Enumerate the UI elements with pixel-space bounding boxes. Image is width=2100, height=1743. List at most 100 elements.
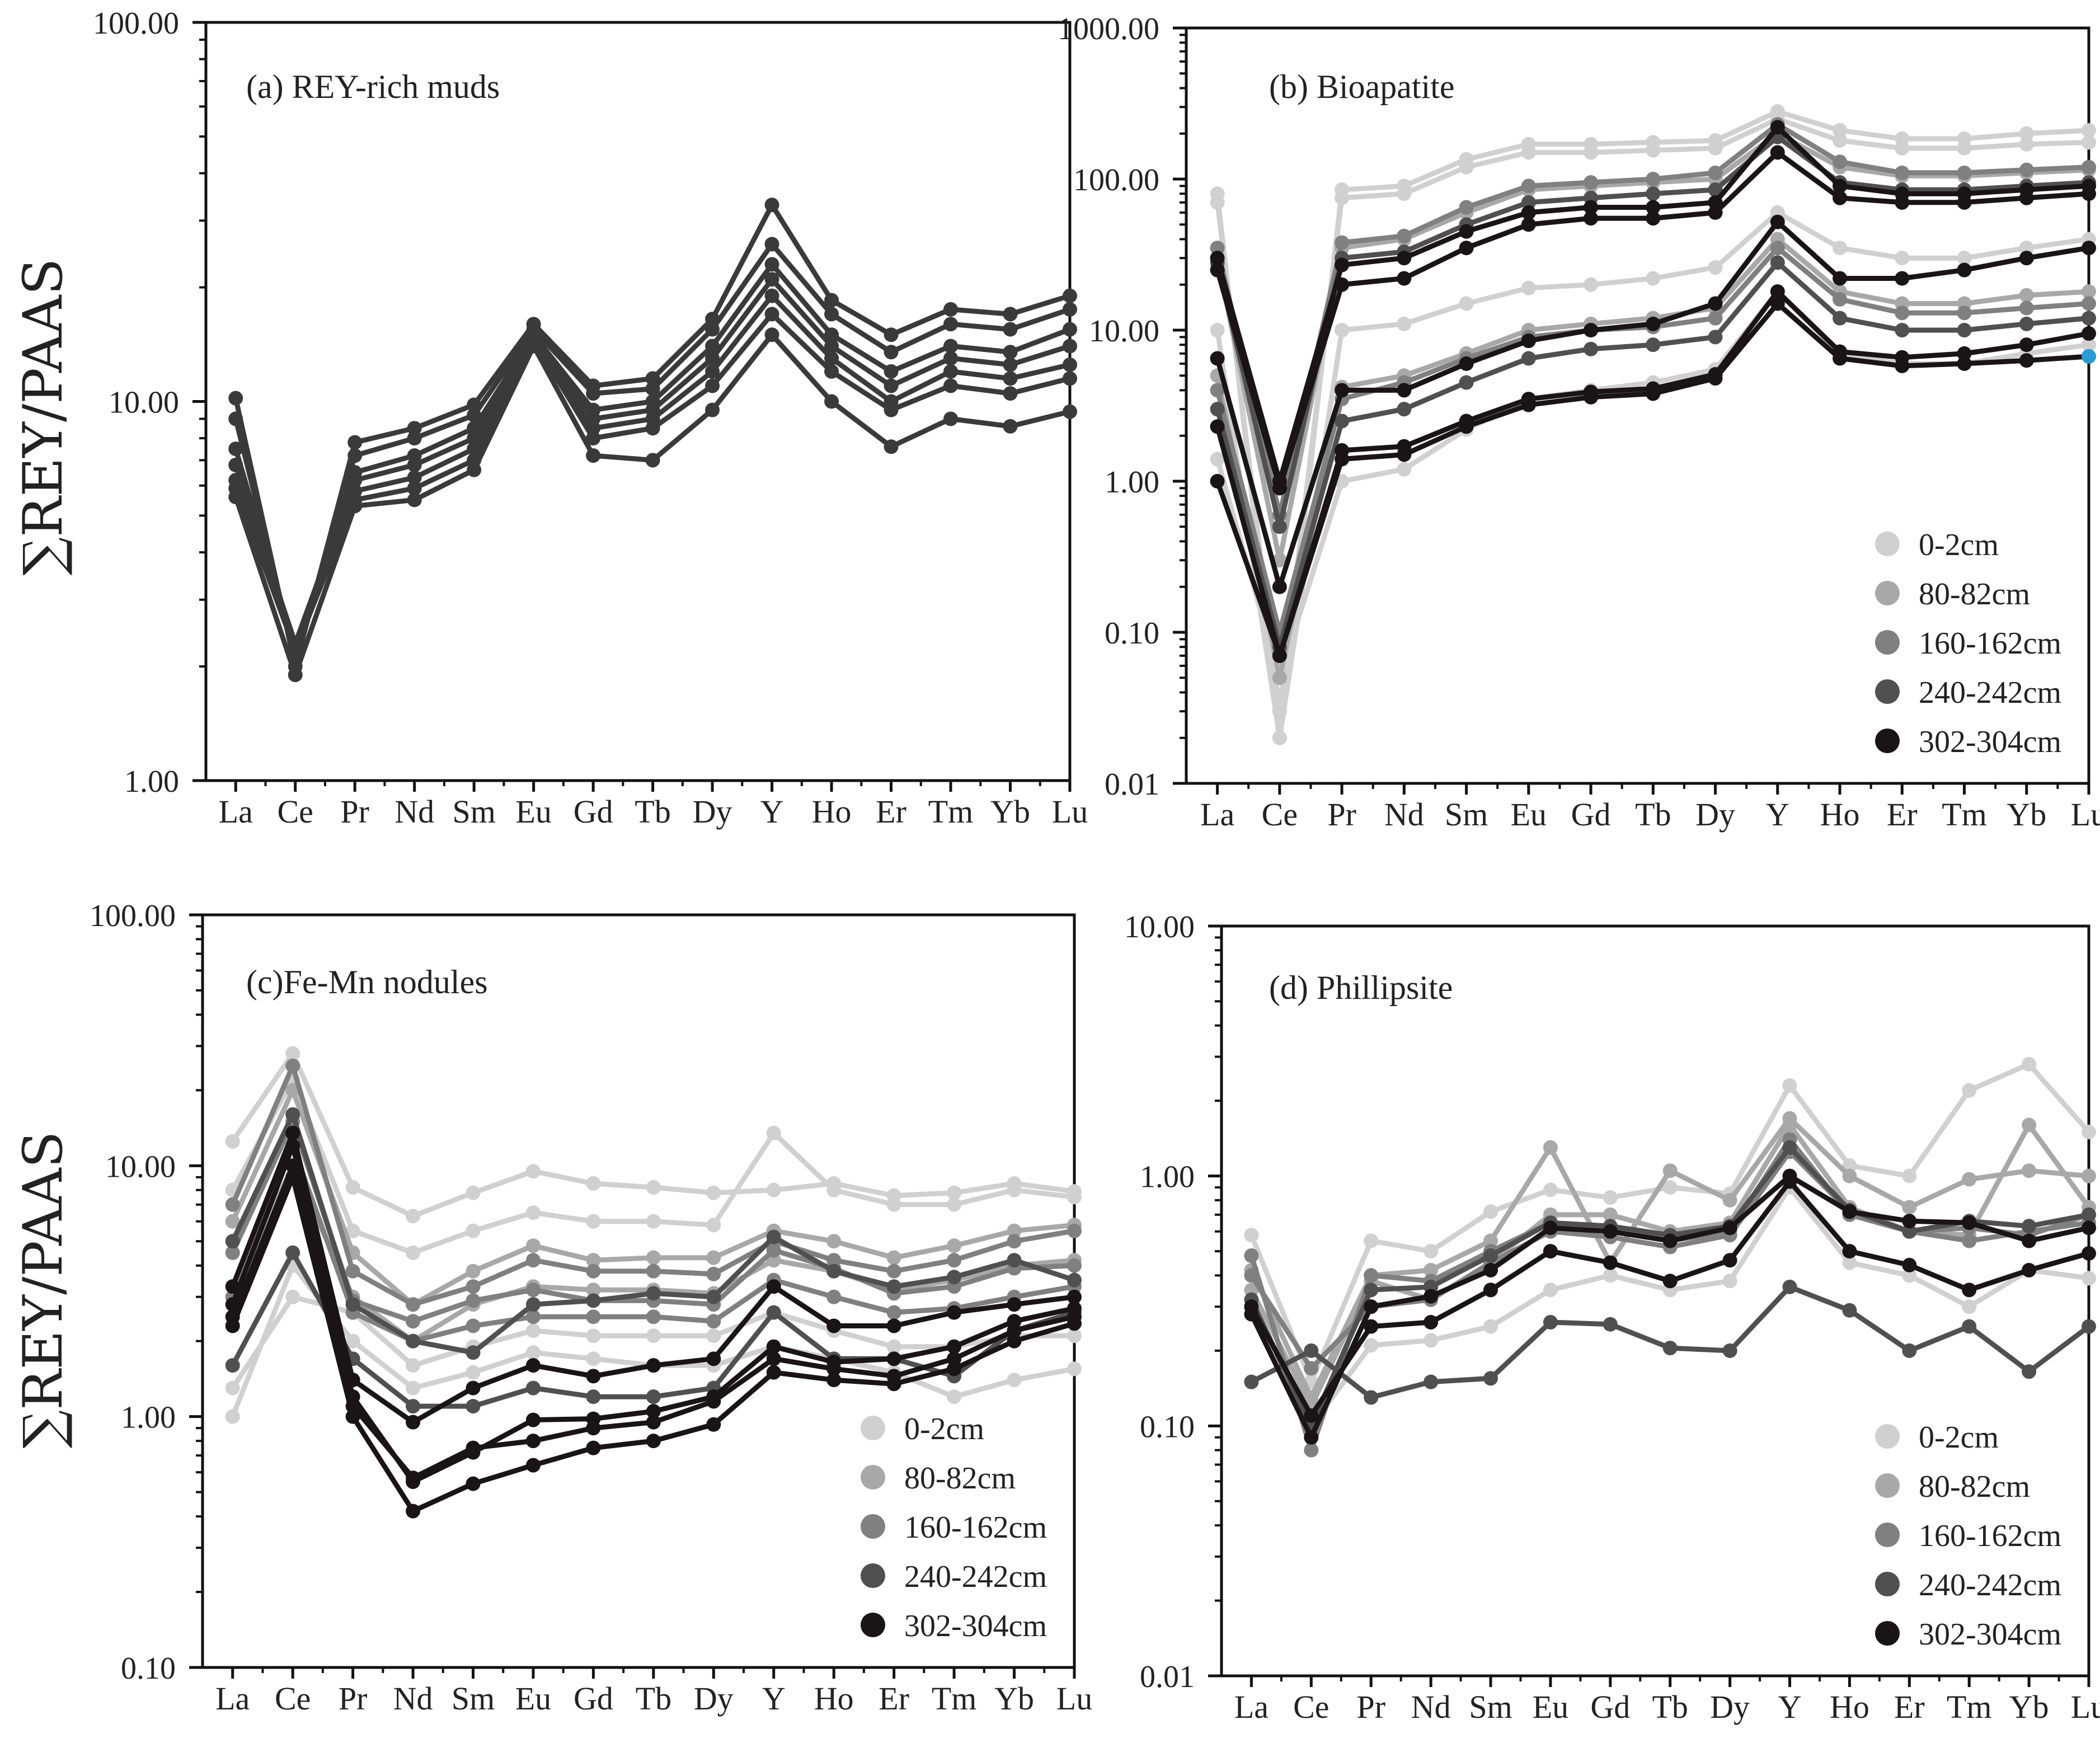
data-point bbox=[764, 198, 779, 213]
y-tick-label: 10.00 bbox=[1124, 910, 1195, 945]
data-point bbox=[466, 1223, 481, 1238]
data-point bbox=[947, 1185, 962, 1200]
series-line bbox=[1249, 1179, 2090, 1418]
data-point bbox=[1063, 302, 1077, 317]
data-point bbox=[1902, 1214, 1917, 1229]
legend-marker bbox=[861, 1416, 885, 1440]
panel-title: (d) Phillipsite bbox=[1269, 969, 1453, 1006]
data-point bbox=[1842, 1255, 1857, 1270]
data-point bbox=[1521, 397, 1536, 412]
data-point bbox=[1895, 165, 1910, 180]
data-point bbox=[225, 1409, 240, 1424]
data-point bbox=[1364, 1299, 1379, 1314]
data-point bbox=[2019, 126, 2034, 141]
series-6 bbox=[228, 307, 1077, 659]
data-point bbox=[1782, 1078, 1797, 1093]
data-point bbox=[1895, 251, 1910, 266]
data-point bbox=[466, 1399, 481, 1414]
legend-label: 0-2cm bbox=[904, 1412, 984, 1446]
data-point bbox=[525, 1323, 541, 1338]
data-point bbox=[1833, 190, 1848, 205]
data-point bbox=[1543, 1314, 1558, 1329]
data-point bbox=[1708, 140, 1723, 156]
data-point bbox=[705, 364, 720, 379]
x-tick-label-ce: Ce bbox=[1262, 796, 1298, 833]
data-point bbox=[228, 441, 243, 457]
data-point bbox=[1543, 1244, 1558, 1259]
data-point bbox=[225, 1380, 240, 1396]
data-point bbox=[1543, 1140, 1558, 1155]
plot-frame bbox=[1220, 924, 2090, 1678]
data-point bbox=[1067, 1289, 1082, 1304]
data-point bbox=[288, 668, 303, 683]
data-point bbox=[1364, 1390, 1379, 1405]
data-point bbox=[646, 1404, 661, 1419]
data-point bbox=[1459, 419, 1474, 434]
data-point bbox=[1770, 241, 1785, 256]
data-point bbox=[766, 1351, 781, 1366]
data-point bbox=[1397, 383, 1412, 398]
data-point bbox=[525, 1345, 541, 1360]
legend-marker bbox=[861, 1613, 885, 1637]
panel-c: 0.10 1.00 10.00 100.00 La Ce Pr Nd Sm Eu Gd Tb Dy Y Ho… bbox=[90, 899, 1092, 1717]
x-tick-label-ho: Ho bbox=[1820, 796, 1860, 833]
data-point bbox=[1603, 1190, 1618, 1205]
data-point bbox=[2019, 316, 2034, 331]
data-point bbox=[1063, 322, 1077, 337]
data-point bbox=[1770, 120, 1785, 135]
data-point bbox=[1244, 1268, 1259, 1283]
series-10 bbox=[225, 1107, 1082, 1360]
data-point bbox=[947, 1270, 962, 1285]
data-point bbox=[345, 1223, 360, 1238]
data-point bbox=[1833, 123, 1848, 138]
x-tick-label-eu: Eu bbox=[1511, 796, 1547, 833]
data-point bbox=[1646, 386, 1661, 401]
data-point bbox=[526, 339, 541, 354]
data-point bbox=[407, 481, 422, 496]
data-point bbox=[1397, 402, 1412, 417]
series-10 bbox=[1210, 255, 2096, 655]
data-point bbox=[1584, 341, 1599, 356]
data-point bbox=[1962, 1282, 1977, 1298]
data-point bbox=[406, 1333, 421, 1349]
data-point bbox=[1063, 339, 1077, 354]
data-point bbox=[1424, 1289, 1439, 1304]
data-point bbox=[1521, 195, 1536, 210]
x-tick-label-pr: Pr bbox=[1356, 1689, 1385, 1725]
data-point bbox=[1272, 670, 1287, 685]
data-point bbox=[466, 1365, 481, 1380]
data-point bbox=[1543, 1282, 1558, 1298]
data-point bbox=[1833, 154, 1848, 170]
data-point bbox=[1895, 306, 1910, 321]
data-point bbox=[1424, 1374, 1439, 1389]
x-tick-label-sm: Sm bbox=[1469, 1689, 1512, 1725]
data-point bbox=[285, 1138, 300, 1153]
data-point bbox=[1483, 1282, 1498, 1298]
legend-label: 0-2cm bbox=[1919, 528, 1999, 562]
legend-label: 240-242cm bbox=[1919, 1568, 2061, 1603]
data-point bbox=[766, 1125, 781, 1140]
data-point bbox=[1007, 1182, 1022, 1197]
data-point bbox=[1459, 159, 1474, 175]
data-point bbox=[2082, 1271, 2096, 1286]
data-point bbox=[1895, 323, 1910, 337]
data-point bbox=[586, 1351, 601, 1366]
data-point bbox=[1483, 1204, 1498, 1219]
data-point bbox=[347, 435, 363, 450]
data-point bbox=[1521, 217, 1536, 232]
data-point bbox=[407, 431, 422, 446]
data-point bbox=[824, 293, 839, 308]
legend-marker bbox=[1875, 679, 1900, 704]
data-point bbox=[1397, 228, 1412, 243]
data-point bbox=[347, 499, 363, 514]
data-point bbox=[1397, 271, 1412, 286]
data-point bbox=[943, 411, 959, 426]
data-point bbox=[1364, 1319, 1379, 1334]
data-point bbox=[884, 439, 899, 454]
y-tick-label: 10.00 bbox=[105, 1149, 176, 1184]
data-point bbox=[1584, 175, 1599, 190]
data-point bbox=[1335, 235, 1350, 250]
data-point bbox=[1646, 186, 1661, 201]
series-line bbox=[233, 202, 1071, 669]
data-point bbox=[1067, 1190, 1082, 1205]
